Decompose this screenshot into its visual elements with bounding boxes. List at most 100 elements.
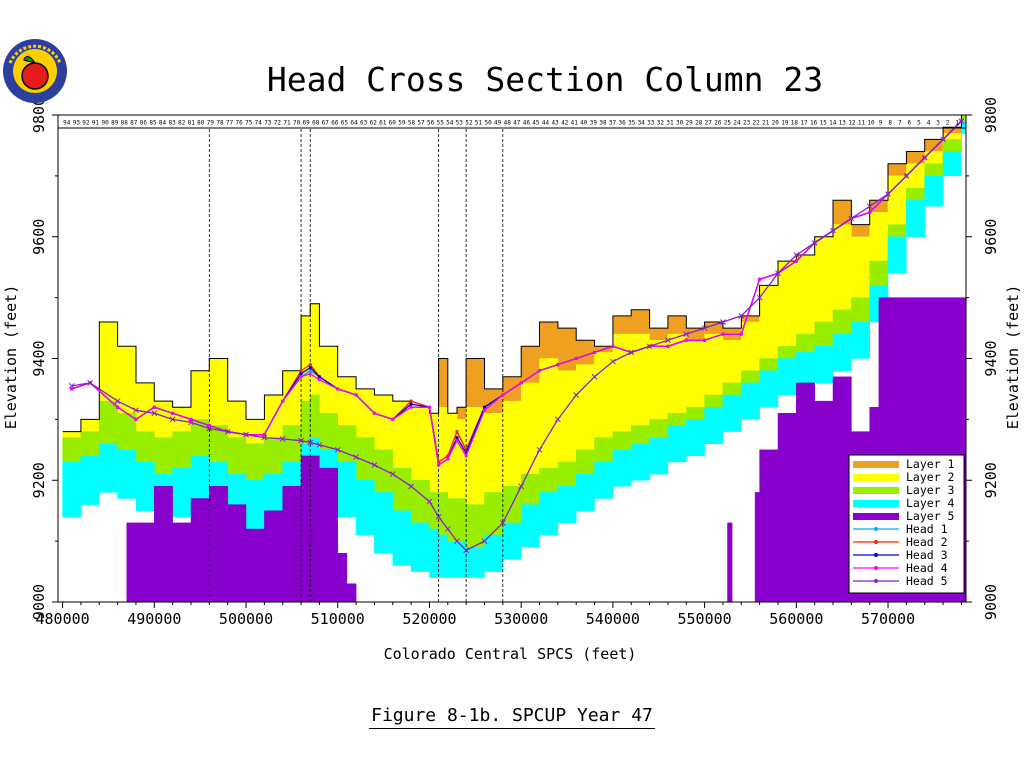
head4-point <box>703 338 707 342</box>
column-number-label: 31 <box>666 120 674 127</box>
legend-swatch <box>853 500 899 507</box>
column-number-label: 63 <box>360 120 368 127</box>
y-axis-label-right: Elevation (feet) <box>1004 285 1022 430</box>
head4-point <box>317 378 321 382</box>
legend-label: Head 3 <box>906 548 948 562</box>
head2-point <box>299 369 303 373</box>
column-number-label: 58 <box>408 120 416 127</box>
head5-point <box>811 239 818 246</box>
column-number-label: 3 <box>936 120 940 127</box>
head5-point <box>573 392 580 398</box>
legend-swatch <box>853 474 899 481</box>
head4-point <box>391 417 395 421</box>
column-number-label: 24 <box>733 120 741 127</box>
head5-point <box>206 425 213 432</box>
column-number-label: 9 <box>879 120 883 127</box>
column-number-label: 82 <box>178 120 186 127</box>
column-number-label: 50 <box>484 120 492 127</box>
column-number-label: 89 <box>111 120 119 127</box>
head5-point <box>114 398 121 404</box>
column-number-label: 33 <box>647 120 655 127</box>
column-number-label: 7 <box>898 120 902 127</box>
column-number-label: 46 <box>523 120 531 127</box>
head5-point <box>454 538 460 544</box>
column-number-label: 68 <box>312 120 320 127</box>
column-number-label: 64 <box>350 120 358 127</box>
column-number-label: 70 <box>293 120 301 127</box>
head4-point <box>372 411 377 415</box>
head4-point <box>354 393 358 397</box>
column-number-label: 93 <box>73 120 81 127</box>
column-number-label: 27 <box>705 120 713 127</box>
column-number-label: 26 <box>714 120 722 127</box>
head5-point <box>353 454 359 460</box>
legend-marker <box>874 566 878 570</box>
y-tick-label-left: 9600 <box>30 219 48 255</box>
column-number-label: 38 <box>599 120 607 127</box>
head5-point <box>133 407 139 414</box>
head5-point <box>463 547 469 554</box>
head5-point <box>958 118 965 124</box>
legend-label: Head 4 <box>906 561 948 575</box>
head5-point <box>68 383 75 389</box>
head4-point <box>446 457 450 461</box>
head5-point <box>793 252 800 258</box>
head5-point <box>756 294 763 301</box>
head2-point <box>409 399 413 403</box>
head5-point <box>866 203 873 210</box>
layer4-band <box>62 120 967 578</box>
figure-caption: Figure 8-1b. SPCUP Year 47 <box>0 705 1024 729</box>
x-tick-label: 530000 <box>494 610 548 628</box>
head5-point <box>243 431 249 438</box>
column-number-label: 74 <box>255 120 263 127</box>
column-number-label: 18 <box>791 120 799 127</box>
head5-point <box>481 538 488 544</box>
y-tick-label-right: 9200 <box>982 462 1000 498</box>
column-number-label: 78 <box>216 120 224 127</box>
head5-point <box>701 325 708 331</box>
x-tick-label: 490000 <box>127 610 181 628</box>
column-number-label: 28 <box>695 120 703 127</box>
column-number-label: 59 <box>398 120 406 127</box>
legend-label: Layer 1 <box>906 457 955 471</box>
legend-marker <box>874 579 878 583</box>
head4-point <box>299 375 303 379</box>
column-number-label: 32 <box>657 120 665 127</box>
head4-point <box>437 463 441 467</box>
y-tick-label-left: 9400 <box>30 340 48 376</box>
column-number-label: 84 <box>159 120 167 127</box>
head5-line <box>71 120 962 552</box>
head3-point <box>455 436 459 440</box>
column-number-label: 6 <box>907 120 911 127</box>
head4-point <box>464 454 468 458</box>
legend-swatch <box>853 513 899 520</box>
head4-point <box>281 399 285 403</box>
head4-point <box>207 423 211 428</box>
head4-point <box>336 387 340 391</box>
column-number-label: 8 <box>888 120 892 127</box>
head5-point <box>738 313 745 319</box>
head4-point <box>501 393 505 397</box>
head5-point <box>334 446 341 453</box>
column-number-label: 88 <box>121 120 129 127</box>
logo-leaf-icon <box>23 56 37 65</box>
column-number-label: 61 <box>379 120 387 127</box>
plot-area: 94 93 92 91 90 89 88 87 86 85 84 83 82 81 80 79 78 77 76 75… <box>30 97 1000 628</box>
x-tick-label: 520000 <box>402 610 456 628</box>
column-number-label: 94 <box>63 120 71 127</box>
legend-label: Layer 4 <box>906 496 955 510</box>
column-number-label: 86 <box>140 120 148 127</box>
head4-point <box>427 405 432 409</box>
column-number-label: 81 <box>188 120 196 127</box>
head4-point <box>262 432 266 437</box>
column-number-label: 56 <box>427 120 435 127</box>
column-number-label: 22 <box>752 120 760 127</box>
legend-label: Layer 3 <box>906 483 955 497</box>
column-number-label: 45 <box>532 120 540 127</box>
head4-point <box>134 417 138 421</box>
column-number-label: 21 <box>762 120 770 127</box>
column-number-label: 49 <box>494 120 502 127</box>
legend-label: Layer 2 <box>906 470 954 484</box>
head4-point <box>455 439 459 443</box>
